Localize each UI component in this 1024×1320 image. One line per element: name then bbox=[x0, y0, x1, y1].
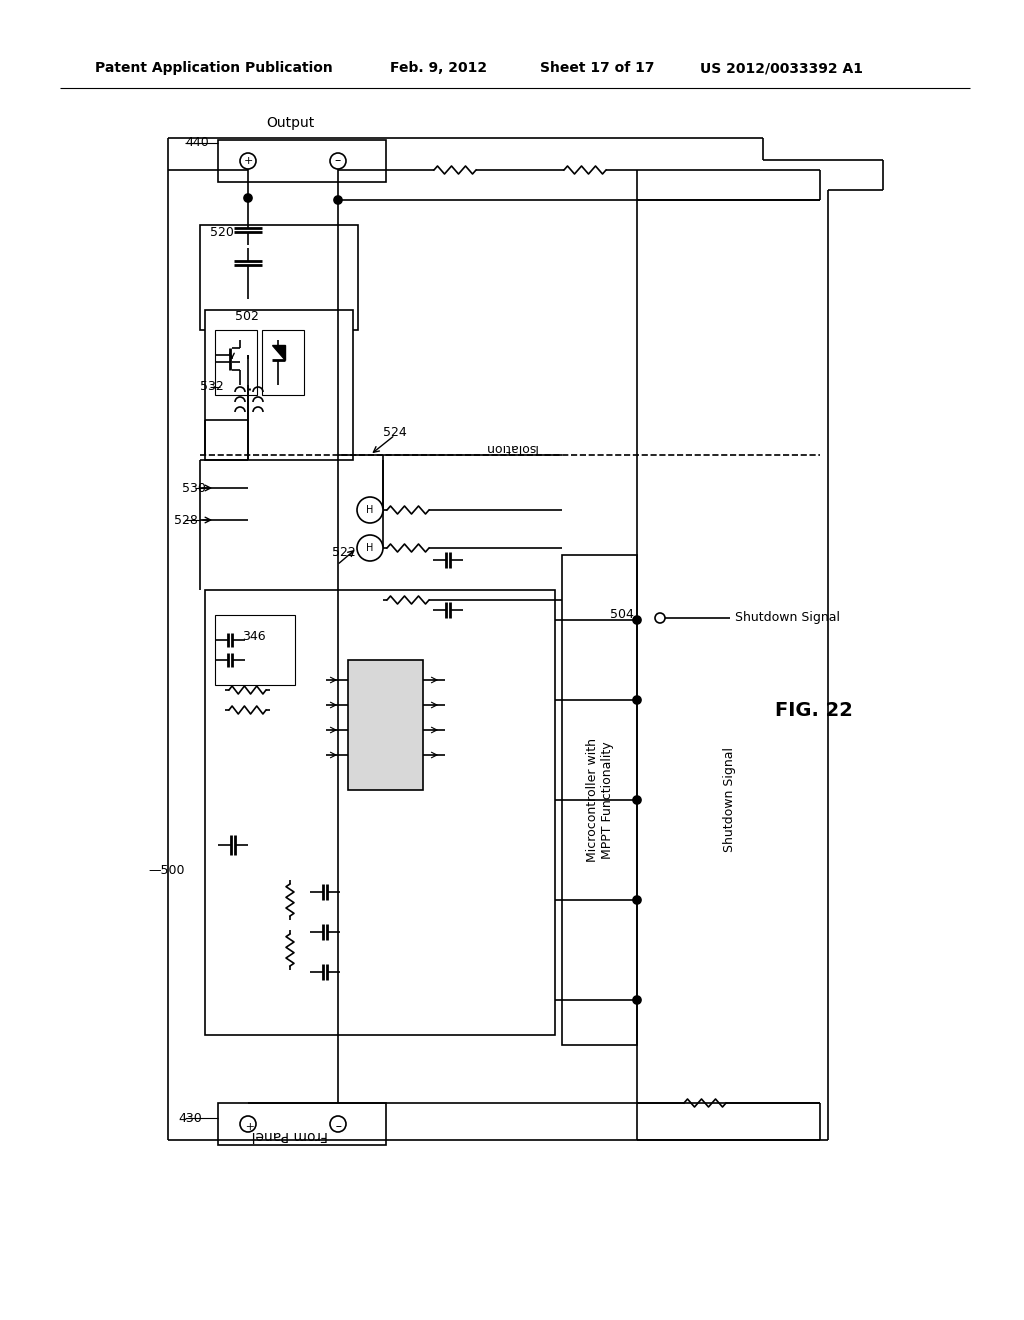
Text: +: + bbox=[244, 156, 253, 166]
Text: –: – bbox=[335, 154, 341, 168]
Bar bbox=[262, 330, 304, 395]
Bar bbox=[218, 140, 386, 182]
Text: From Panel: From Panel bbox=[252, 1129, 328, 1142]
Text: 346: 346 bbox=[242, 630, 265, 643]
Text: Sheet 17 of 17: Sheet 17 of 17 bbox=[540, 61, 654, 75]
Circle shape bbox=[633, 896, 641, 904]
Bar bbox=[215, 615, 295, 685]
Circle shape bbox=[633, 997, 641, 1005]
Text: H: H bbox=[367, 543, 374, 553]
Text: 528: 528 bbox=[174, 513, 198, 527]
Text: Output: Output bbox=[266, 116, 314, 129]
Circle shape bbox=[244, 194, 252, 202]
Text: Shutdown Signal: Shutdown Signal bbox=[735, 611, 840, 624]
Text: Isolation: Isolation bbox=[483, 441, 537, 454]
Text: 530: 530 bbox=[182, 482, 206, 495]
Text: Feb. 9, 2012: Feb. 9, 2012 bbox=[390, 61, 487, 75]
Bar bbox=[562, 554, 637, 1045]
Circle shape bbox=[240, 1115, 256, 1133]
Bar bbox=[205, 310, 353, 459]
Circle shape bbox=[330, 1115, 346, 1133]
Bar bbox=[215, 330, 257, 395]
Circle shape bbox=[240, 153, 256, 169]
Polygon shape bbox=[272, 345, 285, 360]
Circle shape bbox=[330, 153, 346, 169]
Text: Patent Application Publication: Patent Application Publication bbox=[95, 61, 333, 75]
Bar bbox=[200, 224, 358, 330]
Text: 430: 430 bbox=[178, 1111, 202, 1125]
Text: +: + bbox=[244, 1119, 253, 1129]
Text: Microcontroller with
MPPT Functionality: Microcontroller with MPPT Functionality bbox=[586, 738, 613, 862]
Text: 440: 440 bbox=[185, 136, 209, 149]
Circle shape bbox=[633, 696, 641, 704]
Text: Shutdown Signal: Shutdown Signal bbox=[724, 747, 736, 853]
Circle shape bbox=[655, 612, 665, 623]
Circle shape bbox=[334, 195, 342, 205]
Text: –: – bbox=[335, 1118, 341, 1130]
Text: 524: 524 bbox=[383, 425, 407, 438]
Bar bbox=[218, 1104, 386, 1144]
Text: 520: 520 bbox=[210, 227, 233, 239]
Bar bbox=[348, 660, 423, 789]
Text: 502: 502 bbox=[234, 310, 259, 323]
Circle shape bbox=[633, 796, 641, 804]
Text: 532: 532 bbox=[200, 380, 224, 393]
Circle shape bbox=[357, 498, 383, 523]
Text: H: H bbox=[367, 506, 374, 515]
Text: FIG. 22: FIG. 22 bbox=[775, 701, 853, 719]
Text: 504: 504 bbox=[610, 607, 634, 620]
Circle shape bbox=[357, 535, 383, 561]
Text: US 2012/0033392 A1: US 2012/0033392 A1 bbox=[700, 61, 863, 75]
Text: 522: 522 bbox=[332, 545, 355, 558]
Bar bbox=[205, 590, 555, 1035]
Circle shape bbox=[633, 616, 641, 624]
Text: —500: —500 bbox=[148, 863, 184, 876]
